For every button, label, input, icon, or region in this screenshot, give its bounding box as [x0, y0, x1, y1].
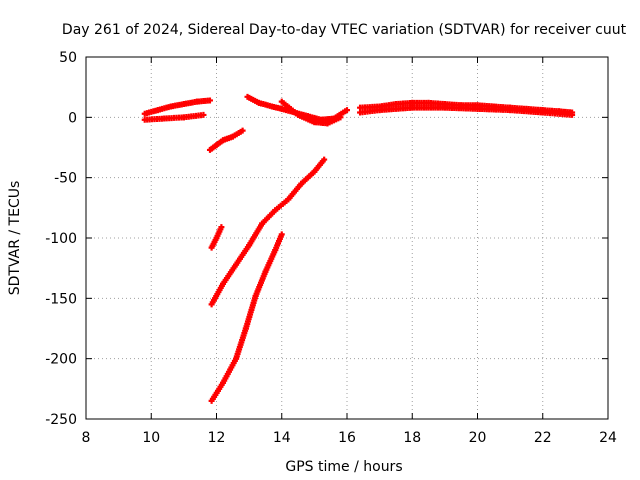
x-tick-label: 22: [534, 430, 552, 446]
axis-ticks: 8 10 12 14 16 18 20 22 24 -250 -200 -150 -100 -50 0 50: [45, 50, 617, 446]
x-tick-label: 10: [142, 430, 160, 446]
x-tick-label: 8: [82, 430, 91, 446]
data-point: [321, 156, 328, 163]
series: [278, 98, 344, 127]
data-point: [206, 97, 213, 104]
y-tick-label: -100: [45, 231, 77, 247]
x-tick-label: 12: [208, 430, 226, 446]
y-tick-label: -150: [45, 291, 77, 307]
x-tick-label: 24: [599, 430, 617, 446]
y-tick-label: -50: [54, 171, 77, 187]
series: [141, 111, 207, 123]
data-point: [569, 111, 576, 118]
x-axis-label: GPS time / hours: [285, 459, 402, 475]
data-point: [200, 111, 207, 118]
y-tick-label: -200: [45, 352, 77, 368]
y-axis-label: SDTVAR / TECUs: [7, 181, 23, 296]
series: [141, 97, 213, 117]
x-tick-label: 14: [273, 430, 291, 446]
chart-title: Day 261 of 2024, Sidereal Day-to-day VTE…: [62, 22, 627, 38]
series: [208, 156, 328, 308]
data-point: [218, 224, 225, 231]
series: [208, 224, 225, 251]
data-point: [337, 114, 344, 121]
data-point: [278, 231, 285, 238]
series: [357, 104, 576, 118]
y-tick-label: -250: [45, 412, 77, 428]
y-tick-label: 0: [68, 110, 77, 126]
series: [208, 231, 285, 404]
data-series: [141, 93, 576, 404]
data-point: [239, 127, 246, 134]
series: [206, 127, 246, 153]
x-tick-label: 20: [469, 430, 487, 446]
x-tick-label: 18: [403, 430, 421, 446]
data-point: [344, 107, 350, 114]
y-tick-label: 50: [59, 50, 77, 66]
x-tick-label: 16: [338, 430, 356, 446]
